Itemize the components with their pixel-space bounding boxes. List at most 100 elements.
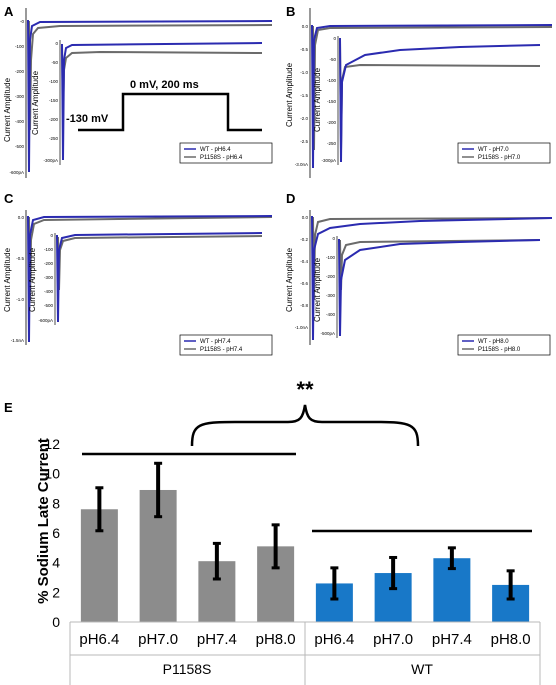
panel-b-label: B bbox=[286, 4, 295, 19]
panel-d: D 0.0 -0.2 -0.4 -0.6 -0.8 -1.0nA Current… bbox=[285, 191, 553, 356]
panel-e-y-tick: 4 bbox=[52, 555, 60, 571]
panel-d-y-tick: -1.0nA bbox=[295, 325, 308, 330]
panel-d-inset-p1158s-trace bbox=[338, 239, 541, 291]
panel-a-y-tick: -500 bbox=[15, 144, 25, 149]
panel-d-y-tick: -0.2 bbox=[300, 237, 308, 242]
panel-b-inset-tick: -150 bbox=[327, 99, 337, 104]
panel-b-inset-wt-trace bbox=[339, 38, 541, 163]
panel-b-inset-tick: -100 bbox=[327, 78, 337, 83]
panel-e-x-tick: pH7.0 bbox=[373, 631, 413, 648]
panel-e-y-label: % Sodium Late Current bbox=[35, 438, 52, 604]
panel-e: E % Sodium Late Current 0 2 4 6 8 10 12 pH6.4 p… bbox=[4, 377, 541, 685]
panel-d-inset-ticks: 0 -100 -200 -300 -400 -500pA bbox=[320, 236, 335, 336]
panel-b-legend bbox=[457, 142, 551, 164]
panel-d-y-label: Current Amplitude bbox=[285, 247, 294, 312]
panel-e-label: E bbox=[4, 400, 13, 415]
panel-a-y-label: Current Amplitude bbox=[3, 77, 12, 142]
panel-b-y-ticks: 0.0 -0.5 -1.0 -1.5 -2.0 -2.5 -3.0nA bbox=[295, 24, 309, 167]
panel-d-inset-tick: -200 bbox=[326, 274, 336, 279]
panel-e-y-tick: 0 bbox=[52, 614, 60, 630]
panel-b-y-tick: -2.0 bbox=[300, 116, 308, 121]
panel-a-y-tick: -600pA bbox=[9, 170, 24, 175]
panel-e-y-tick: 12 bbox=[44, 436, 60, 452]
panel-d-legend-wt: WT - pH8.0 bbox=[478, 339, 509, 345]
panel-b: B 0.0 -0.5 -1.0 -1.5 -2.0 -2.5 -3.0nA Cu… bbox=[285, 4, 553, 178]
panel-b-inset-ticks: 0 -50 -100 -150 -200 -250 -300pA bbox=[321, 36, 336, 163]
panel-d-inset-tick: 0 bbox=[332, 236, 335, 241]
panel-b-inset-tick: -250 bbox=[327, 141, 337, 146]
panel-e-x-tick: pH8.0 bbox=[491, 631, 531, 648]
panel-c-y-tick: -1.0 bbox=[16, 297, 24, 302]
panel-a-inset-wt-trace bbox=[61, 42, 263, 161]
panel-d-wt-trace bbox=[311, 216, 553, 341]
panel-a-inset-tick: -200 bbox=[49, 117, 59, 122]
panel-e-bars bbox=[80, 489, 530, 622]
panel-c-inset-tick: -300 bbox=[44, 275, 54, 280]
panel-a-y-ticks: -0 -100 -200 -300 -400 -500 -600pA bbox=[9, 19, 24, 175]
panel-b-inset-tick: 0 bbox=[333, 36, 336, 41]
panel-a-step-label: 0 mV, 200 ms bbox=[130, 79, 199, 91]
panel-c-y-tick: -1.5nA bbox=[11, 338, 24, 343]
panel-c-y-tick: -0.5 bbox=[16, 256, 24, 261]
panel-c-legend-p1158s: P1158S - pH7.4 bbox=[200, 347, 243, 353]
panel-d-y-tick: -0.4 bbox=[300, 259, 308, 264]
panel-e-y-tick: 10 bbox=[44, 466, 60, 482]
panel-c-inset-tick: -200 bbox=[44, 261, 54, 266]
panel-d-y-tick: 0.0 bbox=[302, 215, 309, 220]
panel-c-label: C bbox=[4, 191, 14, 206]
panel-c-y-label: Current Amplitude bbox=[3, 247, 12, 312]
panel-c-wt-trace bbox=[27, 215, 273, 343]
panel-a-inset-tick: -100 bbox=[49, 79, 59, 84]
panel-b-inset-p1158s-trace bbox=[339, 39, 541, 151]
panel-b-y-label: Current Amplitude bbox=[285, 62, 294, 127]
panel-a-inset-tick: -150 bbox=[49, 98, 59, 103]
panel-c-p1158s-trace bbox=[27, 216, 273, 301]
panel-c-inset-tick: -600pA bbox=[38, 318, 53, 323]
panel-e-y-tick: 8 bbox=[52, 495, 60, 511]
panel-b-y-tick: -1.0 bbox=[300, 70, 308, 75]
panel-a-y-tick: -0 bbox=[20, 19, 24, 24]
panel-e-x-ticks: pH6.4 pH7.0 pH7.4 pH8.0 pH6.4 pH7.0 pH7.4 pH8.0 bbox=[79, 631, 530, 648]
panel-a-wt-trace bbox=[27, 20, 273, 173]
panel-d-inset-tick: -500pA bbox=[320, 331, 335, 336]
panel-e-x-tick: pH6.4 bbox=[79, 631, 119, 648]
panel-e-error-bars bbox=[95, 461, 515, 601]
panel-e-x-tick: pH8.0 bbox=[256, 631, 296, 648]
panel-e-group-wt: WT bbox=[411, 661, 433, 677]
panel-c-inset-tick: -100 bbox=[44, 247, 54, 252]
panel-c: C 0.0 -0.5 -1.0 -1.5nA Current Amplitude… bbox=[3, 191, 273, 356]
panel-c-inset-ticks: 0 -100 -200 -300 -400 -500 -600pA bbox=[38, 233, 53, 323]
panel-b-y-tick: -1.5 bbox=[300, 93, 308, 98]
panel-b-y-tick: -0.5 bbox=[300, 47, 308, 52]
panel-a-voltage-protocol bbox=[78, 92, 262, 132]
panel-c-inset-tick: -400 bbox=[44, 289, 54, 294]
panel-d-inset-tick: -100 bbox=[326, 255, 336, 260]
panel-a-inset-tick: -250 bbox=[49, 136, 59, 141]
panel-a-inset-y-label: Current Amplitude bbox=[31, 70, 40, 135]
panel-c-y-tick: 0.0 bbox=[18, 215, 25, 220]
panel-d-label: D bbox=[286, 191, 295, 206]
panel-a-label: A bbox=[4, 4, 14, 19]
panel-b-legend-p1158s: P1158S - pH7.0 bbox=[478, 155, 521, 161]
panel-e-significance-marker: ** bbox=[296, 377, 314, 402]
panel-e-x-tick: pH7.4 bbox=[197, 631, 237, 648]
panel-d-y-tick: -0.6 bbox=[300, 281, 308, 286]
panel-c-legend-wt: WT - pH7.4 bbox=[200, 339, 231, 345]
panel-b-y-tick: -3.0nA bbox=[295, 162, 308, 167]
panel-e-y-tick: 6 bbox=[52, 525, 60, 541]
panel-d-y-ticks: 0.0 -0.2 -0.4 -0.6 -0.8 -1.0nA bbox=[295, 215, 309, 330]
panel-a-legend-wt: WT - pH6.4 bbox=[200, 147, 231, 153]
panel-a-hold-label: -130 mV bbox=[66, 113, 109, 125]
panel-a-inset-tick: -300pA bbox=[43, 158, 58, 163]
panel-b-y-tick: -2.5 bbox=[300, 139, 308, 144]
panel-a-legend bbox=[179, 142, 273, 164]
panel-d-inset-tick: -300 bbox=[326, 293, 336, 298]
panel-d-inset-wt-trace bbox=[338, 239, 541, 337]
panel-d-legend bbox=[457, 334, 551, 356]
panel-b-y-tick: 0.0 bbox=[302, 24, 309, 29]
panel-a-y-tick: -400 bbox=[15, 119, 25, 124]
panel-d-inset-y-label: Current Amplitude bbox=[313, 257, 322, 322]
panel-e-y-tick: 2 bbox=[52, 584, 60, 600]
panel-e-comparison-brace bbox=[190, 404, 420, 447]
